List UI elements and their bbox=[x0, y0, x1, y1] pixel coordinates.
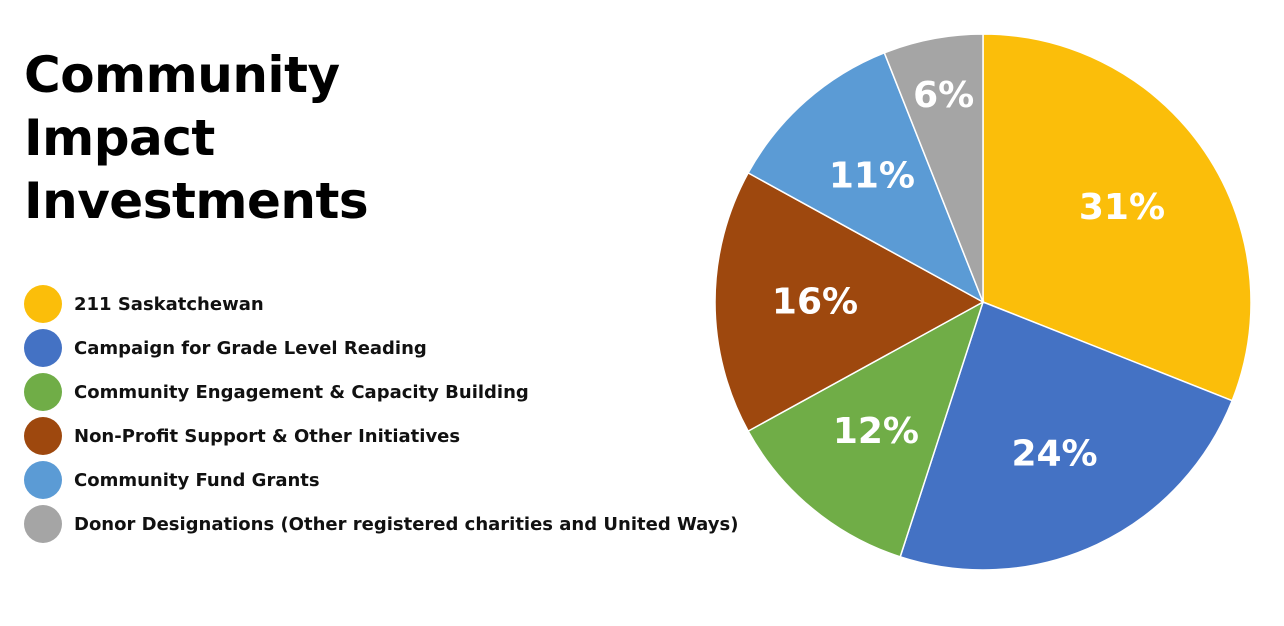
legend-label: Campaign for Grade Level Reading bbox=[74, 337, 427, 359]
slice-label-community-engagement: 12% bbox=[833, 411, 919, 452]
legend-swatch bbox=[24, 373, 62, 411]
legend-swatch bbox=[24, 329, 62, 367]
slice-label-community-fund-grants: 11% bbox=[829, 155, 915, 196]
legend-swatch bbox=[24, 505, 62, 543]
legend-swatch bbox=[24, 461, 62, 499]
slice-label-donor-designations: 6% bbox=[913, 75, 974, 116]
legend-item-community-fund-grants: Community Fund Grants bbox=[24, 458, 738, 502]
pie-chart: 31% 24% 12% 16% 11% 6% bbox=[700, 20, 1270, 590]
legend-label: Community Engagement & Capacity Building bbox=[74, 381, 529, 403]
legend: 211 Saskatchewan Campaign for Grade Leve… bbox=[24, 282, 738, 546]
title-line-3: Investments bbox=[24, 172, 369, 230]
legend-item-non-profit-support: Non-Profit Support & Other Initiatives bbox=[24, 414, 738, 458]
pie-slice-grade-level-reading bbox=[899, 301, 1234, 571]
pie-slice-non-profit-support bbox=[714, 171, 985, 433]
pie-slice-community-engagement bbox=[747, 300, 985, 558]
legend-swatch bbox=[24, 285, 62, 323]
pie-slice-community-fund-grants bbox=[747, 51, 985, 304]
title-line-1: Community bbox=[24, 46, 340, 104]
slice-label-211-saskatchewan: 31% bbox=[1079, 187, 1165, 228]
legend-item-211-saskatchewan: 211 Saskatchewan bbox=[24, 282, 738, 326]
legend-item-grade-level-reading: Campaign for Grade Level Reading bbox=[24, 326, 738, 370]
legend-item-community-engagement: Community Engagement & Capacity Building bbox=[24, 370, 738, 414]
legend-label: 211 Saskatchewan bbox=[74, 293, 264, 315]
slice-label-grade-level-reading: 24% bbox=[1011, 434, 1097, 475]
legend-label: Donor Designations (Other registered cha… bbox=[74, 513, 739, 535]
pie-slice-211-saskatchewan bbox=[982, 33, 1252, 402]
title-line-2: Impact bbox=[24, 109, 215, 167]
legend-label: Community Fund Grants bbox=[74, 469, 320, 491]
legend-swatch bbox=[24, 417, 62, 455]
legend-item-donor-designations: Donor Designations (Other registered cha… bbox=[24, 502, 738, 546]
pie-chart-svg: 31% 24% 12% 16% 11% 6% bbox=[714, 33, 1252, 571]
slice-label-non-profit-support: 16% bbox=[772, 282, 858, 323]
legend-label: Non-Profit Support & Other Initiatives bbox=[74, 425, 461, 447]
pie-slice-donor-designations bbox=[883, 33, 984, 303]
chart-title: Community Impact Investments bbox=[24, 44, 369, 233]
